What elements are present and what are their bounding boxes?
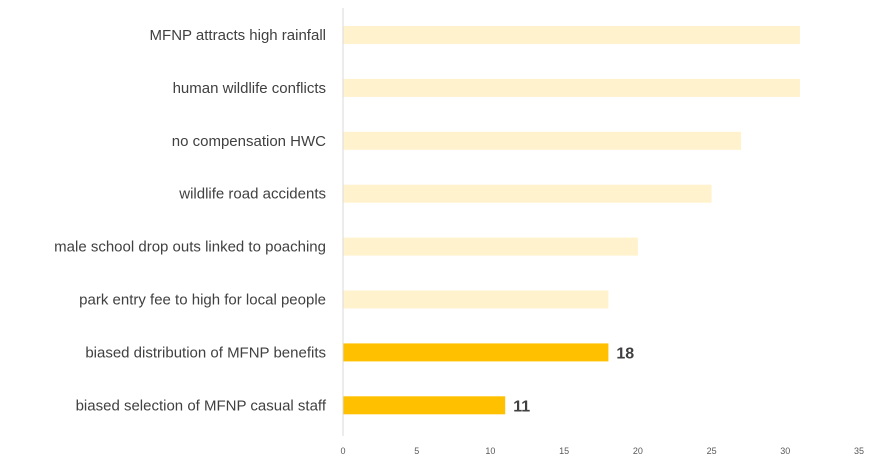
- category-label-5: park entry fee to high for local people: [79, 292, 326, 309]
- category-label-1: human wildlife conflicts: [173, 80, 326, 97]
- data-label-6: 18: [616, 345, 634, 362]
- x-tick-label-3: 15: [559, 446, 569, 456]
- category-label-3: wildlife road accidents: [178, 186, 326, 203]
- bar-2: [343, 131, 742, 150]
- category-labels: MFNP attracts high rainfall human wildlif…: [54, 27, 327, 414]
- x-tick-label-7: 35: [854, 446, 864, 456]
- bar-3: [343, 184, 712, 203]
- category-label-6: biased distribution of MFNP benefits: [85, 344, 326, 361]
- bar-0: [343, 26, 800, 44]
- bar-5: [343, 290, 609, 309]
- category-label-7: biased selection of MFNP casual staff: [76, 397, 327, 414]
- bar-1: [343, 78, 800, 97]
- x-tick-label-5: 25: [707, 446, 717, 456]
- bar-7: [343, 396, 506, 415]
- x-tick-labels: 0 5 10 15 20 25 30 35: [340, 446, 864, 456]
- x-tick-label-6: 30: [780, 446, 790, 456]
- x-tick-label-2: 10: [485, 446, 495, 456]
- category-label-0: MFNP attracts high rainfall: [150, 27, 326, 44]
- category-label-2: no compensation HWC: [172, 133, 326, 150]
- x-tick-label-0: 0: [340, 446, 345, 456]
- bar-4: [343, 237, 638, 256]
- category-label-4: male school drop outs linked to poaching: [54, 239, 326, 256]
- data-label-7: 11: [513, 398, 530, 415]
- bars-group: [343, 26, 800, 415]
- x-tick-label-1: 5: [414, 446, 419, 456]
- bar-6: [343, 343, 609, 362]
- x-tick-label-4: 20: [633, 446, 643, 456]
